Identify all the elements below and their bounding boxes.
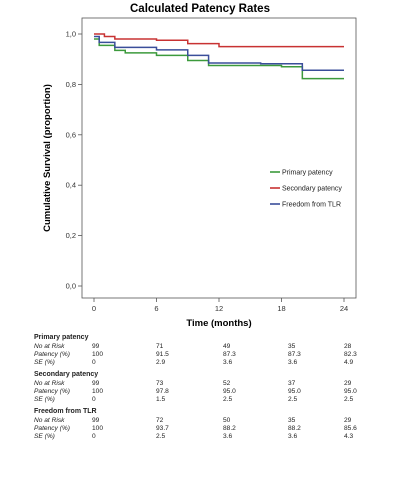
table-cell: 88.2 xyxy=(288,425,301,432)
table-group-title: Primary patency xyxy=(34,334,89,341)
table-group-title: Freedom from TLR xyxy=(34,408,97,415)
table-row: No at Risk 99 73 52 37 29 xyxy=(34,380,374,388)
table-group: Secondary patency No at Risk 99 73 52 37 29 Pat… xyxy=(34,371,374,404)
row-label: Patency (%) xyxy=(34,351,70,358)
table-cell: 2.5 xyxy=(156,433,166,440)
x-tick-label: 12 xyxy=(215,304,223,313)
table-cell: 35 xyxy=(288,343,296,350)
chart-title: Calculated Patency Rates xyxy=(130,3,270,15)
table-cell: 85.6 xyxy=(344,425,357,432)
table-cell: 88.2 xyxy=(223,425,236,432)
table-cell: 87.3 xyxy=(288,351,301,358)
table-cell: 0 xyxy=(92,359,96,366)
series-line-secondary-patency xyxy=(94,33,344,48)
table-cell: 99 xyxy=(92,417,100,424)
table-group: Freedom from TLR No at Risk 99 72 50 35 29 Pate… xyxy=(34,408,374,441)
y-tick-label: 1,0 xyxy=(66,30,76,39)
table-row: SE (%) 0 2.9 3.6 3.6 4.9 xyxy=(34,359,374,367)
table-cell: 37 xyxy=(288,380,296,387)
table-cell: 49 xyxy=(223,343,231,350)
row-label: Patency (%) xyxy=(34,388,70,395)
row-label: SE (%) xyxy=(34,359,55,366)
table-row: No at Risk 99 72 50 35 29 xyxy=(34,417,374,425)
table-cell: 0 xyxy=(92,396,96,403)
chart-svg: Calculated Patency Rates 0,0 0,2 0,4 0,6 0,8 1… xyxy=(42,3,357,329)
row-label: No at Risk xyxy=(34,417,65,424)
legend-label-primary-patency: Primary patency xyxy=(282,170,333,177)
table-group: Primary patency No at Risk 99 71 49 35 28 Paten… xyxy=(34,334,374,367)
table-cell: 2.5 xyxy=(344,396,354,403)
table-cell: 95.0 xyxy=(223,388,236,395)
kaplan-meier-chart: Calculated Patency Rates 0,0 0,2 0,4 0,6 0,8 1… xyxy=(42,3,357,329)
row-label: No at Risk xyxy=(34,343,65,350)
table-cell: 3.6 xyxy=(288,433,298,440)
table-cell: 2.5 xyxy=(288,396,298,403)
table-cell: 29 xyxy=(344,380,352,387)
series-line-freedom-from-tlr xyxy=(94,35,344,72)
table-cell: 82.3 xyxy=(344,351,357,358)
table-cell: 97.8 xyxy=(156,388,169,395)
table-row: Patency (%) 100 91.5 87.3 87.3 82.3 xyxy=(34,351,374,359)
legend-label-secondary-patency: Secondary patency xyxy=(282,186,342,193)
table-cell: 73 xyxy=(156,380,164,387)
y-axis-label: Cumulative Survival (proportion) xyxy=(42,84,53,232)
series-line-primary-patency xyxy=(94,38,344,80)
table-cell: 95.0 xyxy=(344,388,357,395)
table-cell: 50 xyxy=(223,417,231,424)
x-axis-label: Time (months) xyxy=(186,318,251,329)
table-cell: 29 xyxy=(344,417,352,424)
table-cell: 99 xyxy=(92,343,100,350)
table-cell: 28 xyxy=(344,343,352,350)
table-cell: 0 xyxy=(92,433,96,440)
table-cell: 4.3 xyxy=(344,433,354,440)
table-cell: 4.9 xyxy=(344,359,354,366)
table-group-title: Secondary patency xyxy=(34,371,99,378)
table-row: SE (%) 0 1.5 2.5 2.5 2.5 xyxy=(34,396,374,404)
y-tick-label: 0,0 xyxy=(66,282,76,291)
plot-frame xyxy=(81,17,357,299)
table-cell: 3.6 xyxy=(288,359,298,366)
table-cell: 100 xyxy=(92,351,104,358)
row-label: No at Risk xyxy=(34,380,65,387)
table-cell: 95.0 xyxy=(288,388,301,395)
row-label: SE (%) xyxy=(34,396,55,403)
table-cell: 2.9 xyxy=(156,359,166,366)
table-row: No at Risk 99 71 49 35 28 xyxy=(34,343,374,351)
row-label: SE (%) xyxy=(34,433,55,440)
y-tick-label: 0,8 xyxy=(66,80,76,89)
table-cell: 2.5 xyxy=(223,396,233,403)
table-cell: 1.5 xyxy=(156,396,166,403)
table-cell: 100 xyxy=(92,425,104,432)
y-tick-label: 0,4 xyxy=(66,181,76,190)
table-cell: 35 xyxy=(288,417,296,424)
row-label: Patency (%) xyxy=(34,425,70,432)
table-cell: 93.7 xyxy=(156,425,169,432)
table-cell: 3.6 xyxy=(223,359,233,366)
y-tick-label: 0,6 xyxy=(66,130,76,139)
y-tick-label: 0,2 xyxy=(66,231,76,240)
table-cell: 71 xyxy=(156,343,164,350)
table-cell: 52 xyxy=(223,380,231,387)
table-cell: 100 xyxy=(92,388,104,395)
legend-label-freedom-from-tlr: Freedom from TLR xyxy=(282,202,341,209)
x-tick-label: 24 xyxy=(340,304,348,313)
table-row: Patency (%) 100 93.7 88.2 88.2 85.6 xyxy=(34,425,374,433)
table-cell: 3.6 xyxy=(223,433,233,440)
risk-table: Primary patency No at Risk 99 71 49 35 28 Paten… xyxy=(34,334,374,445)
table-cell: 99 xyxy=(92,380,100,387)
x-tick-label: 18 xyxy=(277,304,285,313)
table-cell: 87.3 xyxy=(223,351,236,358)
x-tick-label: 0 xyxy=(92,304,96,313)
table-row: Patency (%) 100 97.8 95.0 95.0 95.0 xyxy=(34,388,374,396)
x-tick-label: 6 xyxy=(154,304,158,313)
table-cell: 91.5 xyxy=(156,351,169,358)
table-row: SE (%) 0 2.5 3.6 3.6 4.3 xyxy=(34,433,374,441)
table-cell: 72 xyxy=(156,417,164,424)
